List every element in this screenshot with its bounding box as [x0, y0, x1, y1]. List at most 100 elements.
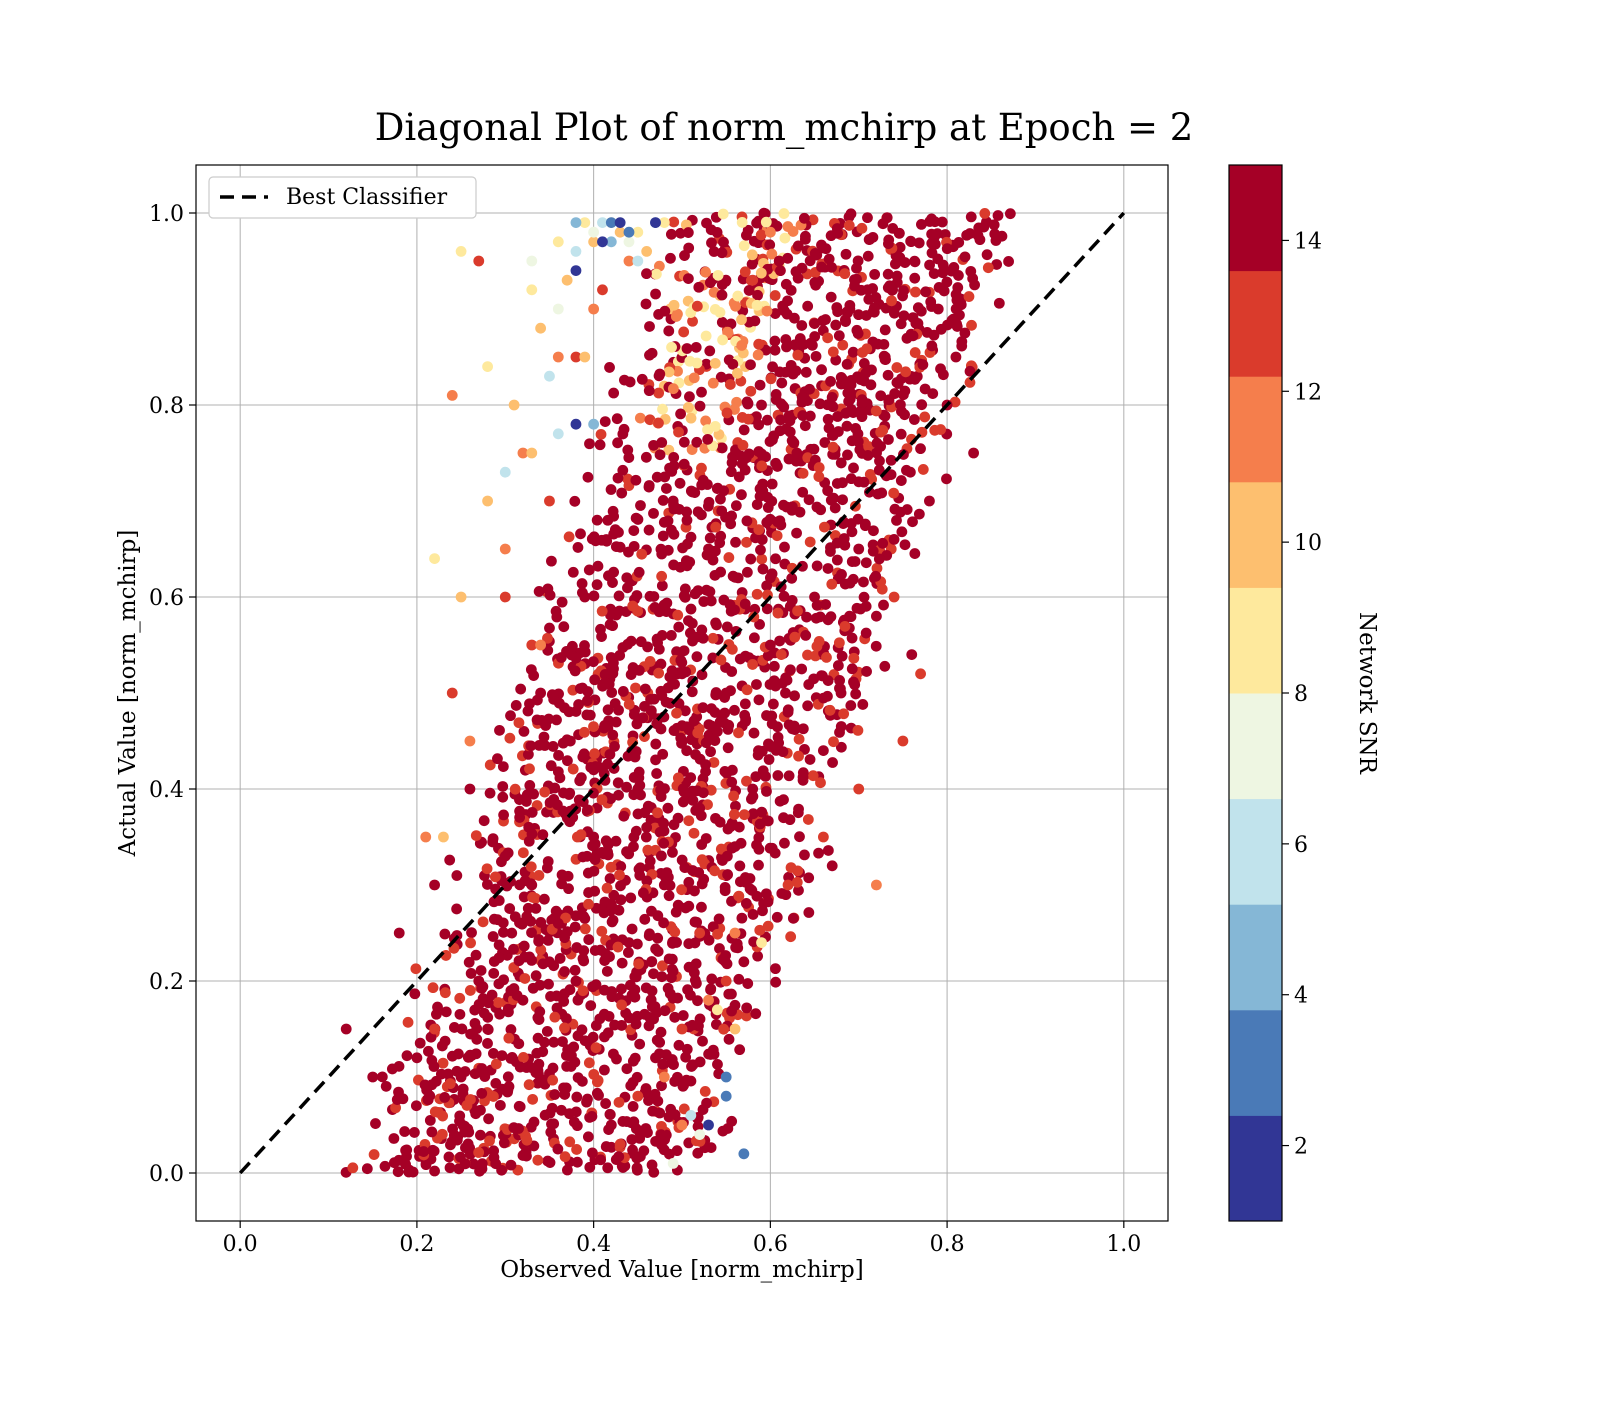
scatter-point	[613, 1096, 625, 1108]
scatter-point	[655, 791, 667, 802]
scatter-point	[386, 1063, 398, 1075]
scatter-point	[571, 1144, 583, 1155]
scatter-point	[770, 963, 781, 975]
scatter-point	[868, 525, 879, 537]
scatter-point	[878, 338, 890, 350]
scatter-point	[765, 741, 776, 752]
scatter-point	[596, 605, 608, 617]
scatter-point	[559, 1151, 571, 1163]
scatter-point	[614, 226, 626, 238]
scatter-point	[609, 1019, 620, 1031]
scatter-point	[573, 699, 584, 710]
scatter-point	[797, 410, 809, 421]
scatter-point	[533, 740, 545, 751]
scatter-point	[717, 334, 728, 346]
scatter-point	[478, 1007, 490, 1019]
scatter-point	[505, 1024, 517, 1035]
scatter-point	[766, 478, 778, 490]
scatter-point	[752, 950, 764, 962]
scatter-point	[778, 208, 790, 219]
scatter-point	[477, 916, 489, 928]
scatter-point	[585, 1000, 597, 1012]
scatter-point	[586, 1111, 598, 1122]
scatter-point	[839, 268, 851, 280]
scatter-point	[810, 650, 821, 662]
scatter-point	[732, 290, 744, 302]
scatter-point	[972, 229, 984, 241]
scatter-point	[630, 474, 642, 486]
scatter-point	[678, 458, 690, 470]
scatter-point	[552, 766, 564, 778]
scatter-point	[678, 326, 690, 338]
scatter-point	[871, 437, 883, 449]
scatter-point	[767, 698, 779, 710]
scatter-point	[879, 410, 891, 422]
scatter-point	[439, 1092, 451, 1103]
scatter-point	[623, 255, 635, 267]
scatter-point	[650, 738, 662, 750]
scatter-point	[686, 1061, 697, 1072]
scatter-point	[429, 1106, 441, 1118]
scatter-point	[673, 1039, 685, 1051]
scatter-point	[694, 400, 706, 412]
scatter-point	[638, 1145, 650, 1157]
scatter-point	[756, 460, 768, 472]
scatter-point	[517, 994, 529, 1006]
scatter-point	[684, 355, 696, 367]
colorbar-tick-label: 4	[1294, 984, 1308, 1009]
scatter-point	[913, 237, 925, 249]
scatter-point	[712, 928, 723, 940]
scatter-point	[671, 707, 682, 719]
scatter-point	[429, 879, 440, 891]
scatter-point	[599, 416, 611, 427]
scatter-point	[672, 772, 684, 784]
scatter-point	[769, 335, 781, 347]
scatter-point	[570, 652, 582, 664]
scatter-point	[809, 331, 821, 342]
scatter-point	[750, 532, 761, 544]
scatter-point	[652, 932, 664, 944]
scatter-point	[632, 255, 644, 267]
scatter-point	[425, 1031, 437, 1043]
scatter-point	[639, 913, 651, 925]
scatter-point	[678, 436, 690, 448]
scatter-point	[627, 600, 639, 612]
scatter-point	[640, 298, 652, 310]
scatter-point	[909, 272, 921, 284]
scatter-point	[715, 493, 726, 505]
legend: Best Classifier	[208, 176, 477, 219]
scatter-point	[924, 495, 935, 507]
scatter-point	[644, 414, 656, 426]
scatter-point	[803, 494, 815, 506]
scatter-point	[652, 807, 663, 819]
scatter-point	[631, 590, 643, 601]
scatter-point	[700, 330, 712, 342]
scatter-point	[835, 721, 847, 732]
scatter-point	[733, 890, 745, 902]
scatter-point	[730, 942, 742, 953]
scatter-point	[926, 228, 938, 240]
scatter-point	[915, 443, 926, 455]
scatter-point	[770, 680, 781, 692]
scatter-point	[571, 831, 583, 843]
scatter-point	[756, 448, 767, 460]
scatter-point	[831, 302, 843, 313]
colorbar-band	[1229, 1009, 1282, 1116]
scatter-point	[693, 281, 705, 293]
scatter-point	[558, 996, 570, 1007]
scatter-point	[842, 449, 853, 461]
scatter-point	[855, 374, 866, 385]
scatter-point	[570, 910, 582, 922]
scatter-point	[792, 240, 804, 252]
scatter-point	[370, 1118, 381, 1129]
scatter-point	[790, 266, 802, 278]
scatter-point	[623, 937, 635, 948]
scatter-point	[793, 733, 805, 745]
scatter-point	[725, 466, 737, 478]
scatter-point	[813, 471, 825, 482]
scatter-point	[514, 1061, 526, 1073]
scatter-point	[804, 536, 816, 548]
scatter-point	[436, 1128, 448, 1140]
scatter-point	[937, 259, 949, 271]
scatter-point	[548, 1036, 560, 1048]
